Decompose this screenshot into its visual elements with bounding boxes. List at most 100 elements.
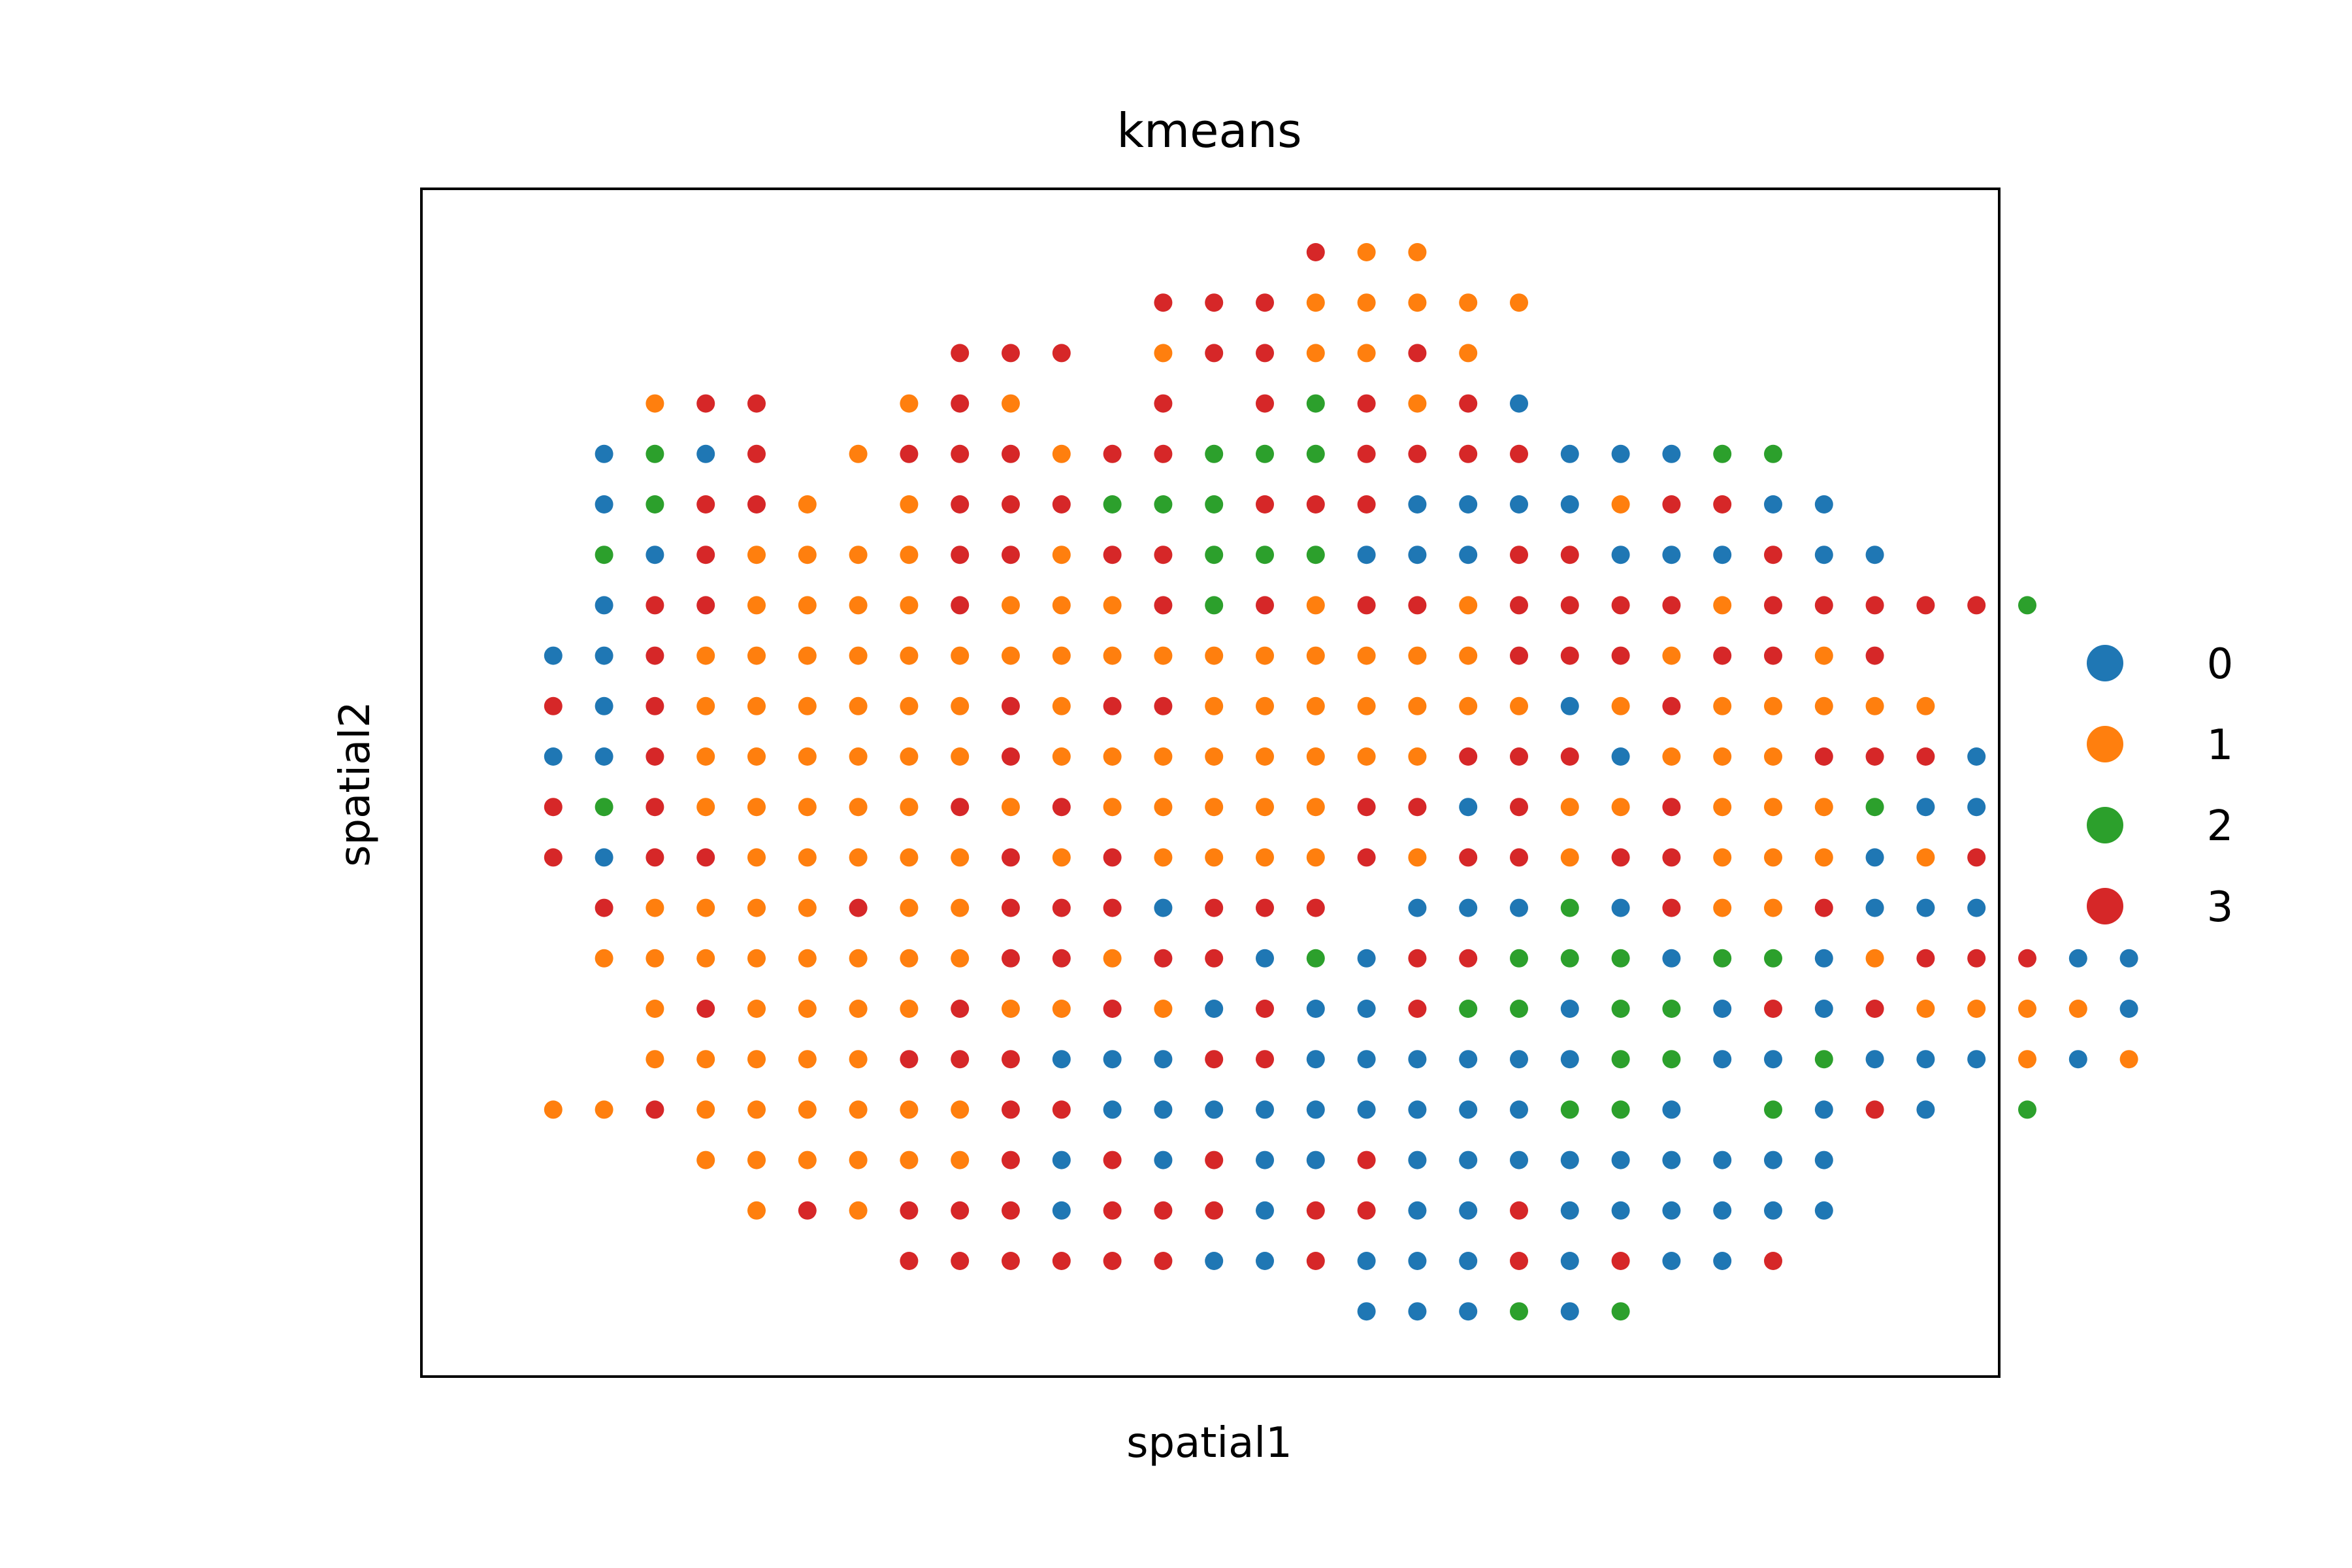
scatter-point [1357, 1302, 1376, 1321]
scatter-point [696, 596, 715, 615]
scatter-point [1662, 646, 1681, 665]
scatter-point [1814, 646, 1833, 665]
scatter-point [1611, 1000, 1630, 1018]
scatter-point [900, 1050, 919, 1069]
scatter-point [1408, 1100, 1427, 1119]
scatter-point [1916, 1050, 1935, 1069]
scatter-point [1814, 898, 1833, 917]
scatter-point [696, 949, 715, 968]
scatter-point [595, 696, 613, 715]
scatter-point [1002, 1000, 1020, 1018]
scatter-point [1510, 798, 1528, 817]
scatter-point [1865, 1000, 1884, 1018]
scatter-point [1408, 444, 1427, 463]
scatter-point [1408, 243, 1427, 261]
scatter-point [747, 1201, 766, 1220]
scatter-point [1357, 1050, 1376, 1069]
scatter-point [1154, 949, 1173, 968]
scatter-point [696, 696, 715, 715]
scatter-point [1713, 949, 1732, 968]
scatter-point [747, 898, 766, 917]
scatter-point [1408, 646, 1427, 665]
scatter-point [1967, 949, 1986, 968]
scatter-point [1256, 696, 1274, 715]
scatter-point [1357, 394, 1376, 413]
scatter-point [1205, 798, 1224, 817]
scatter-point [645, 646, 664, 665]
scatter-point [1865, 798, 1884, 817]
scatter-point [1662, 1151, 1681, 1169]
scatter-point [849, 596, 868, 615]
scatter-point [849, 546, 868, 564]
scatter-point [1510, 1151, 1528, 1169]
scatter-point [1916, 1100, 1935, 1119]
scatter-point [1713, 798, 1732, 817]
scatter-point [1306, 1201, 1325, 1220]
scatter-point [1205, 495, 1224, 514]
scatter-point [1459, 1201, 1478, 1220]
scatter-point [1814, 1050, 1833, 1069]
scatter-point [849, 444, 868, 463]
scatter-point [1205, 596, 1224, 615]
scatter-point [1459, 1302, 1478, 1321]
scatter-point [1459, 394, 1478, 413]
scatter-point [1865, 747, 1884, 766]
scatter-point [1306, 1252, 1325, 1270]
scatter-point [1713, 696, 1732, 715]
scatter-point [798, 1000, 817, 1018]
scatter-point [645, 394, 664, 413]
scatter-point [1052, 596, 1071, 615]
scatter-point [2068, 1000, 2087, 1018]
scatter-point [1205, 646, 1224, 665]
scatter-point [1459, 1000, 1478, 1018]
scatter-point [1611, 646, 1630, 665]
scatter-point [1713, 1201, 1732, 1220]
scatter-point [1459, 848, 1478, 867]
scatter-point [1967, 747, 1986, 766]
scatter-point [1611, 1302, 1630, 1321]
scatter-point [849, 848, 868, 867]
scatter-point [1510, 949, 1528, 968]
scatter-point [1357, 1201, 1376, 1220]
scatter-point [1459, 646, 1478, 665]
scatter-point [1256, 1100, 1274, 1119]
scatter-point [1205, 696, 1224, 715]
scatter-point [1916, 747, 1935, 766]
scatter-point [1560, 495, 1579, 514]
scatter-point [747, 444, 766, 463]
scatter-point [1205, 546, 1224, 564]
scatter-point [1002, 747, 1020, 766]
scatter-point [1154, 1201, 1173, 1220]
scatter-point [1510, 546, 1528, 564]
scatter-point [1865, 949, 1884, 968]
scatter-point [1764, 1000, 1782, 1018]
scatter-point [1916, 898, 1935, 917]
scatter-point [1154, 848, 1173, 867]
scatter-point [1205, 1000, 1224, 1018]
scatter-point [747, 949, 766, 968]
scatter-point [798, 596, 817, 615]
scatter-point [696, 798, 715, 817]
scatter-point [1306, 243, 1325, 261]
scatter-point [1459, 344, 1478, 363]
scatter-point [1154, 898, 1173, 917]
scatter-point [1103, 1151, 1122, 1169]
scatter-point [1154, 596, 1173, 615]
scatter-point [951, 696, 970, 715]
scatter-point [1205, 898, 1224, 917]
scatter-point [798, 949, 817, 968]
legend-marker-3 [2087, 888, 2123, 924]
scatter-point [645, 898, 664, 917]
scatter-point [1662, 1201, 1681, 1220]
scatter-point [1256, 949, 1274, 968]
scatter-point [747, 696, 766, 715]
scatter-point [900, 747, 919, 766]
scatter-point [1103, 1252, 1122, 1270]
scatter-point [1764, 848, 1782, 867]
scatter-point [1814, 1201, 1833, 1220]
scatter-point [1002, 444, 1020, 463]
scatter-point [951, 1050, 970, 1069]
scatter-point [1357, 444, 1376, 463]
legend-label-3: 3 [2207, 883, 2234, 932]
